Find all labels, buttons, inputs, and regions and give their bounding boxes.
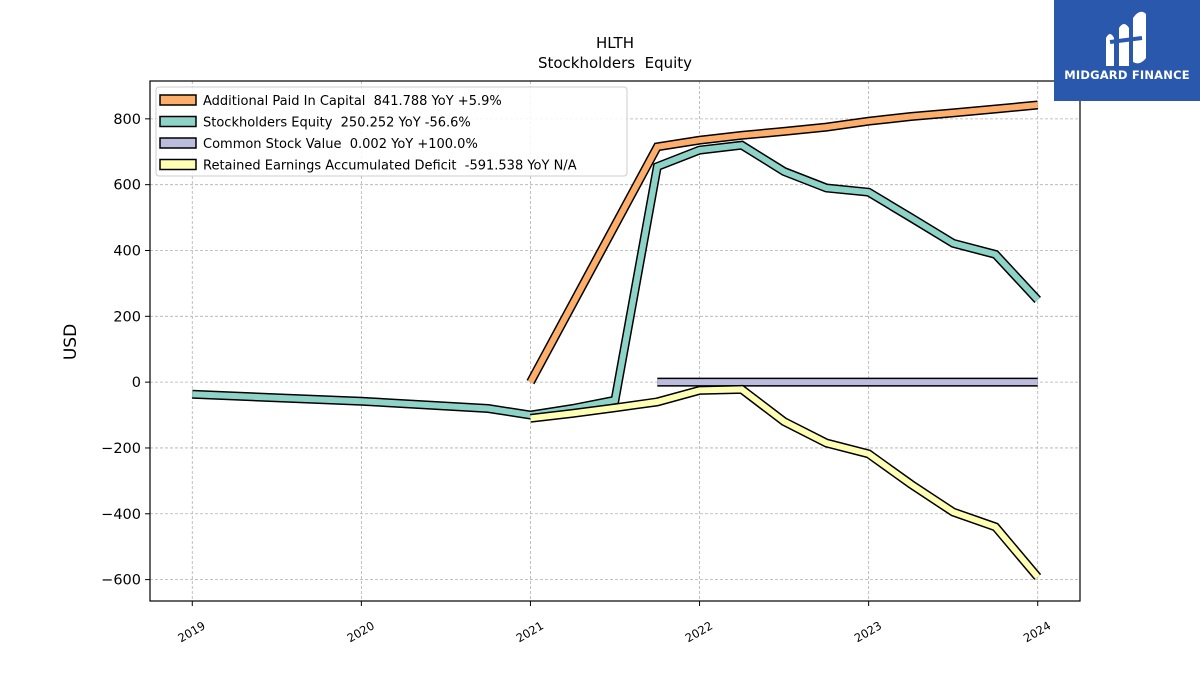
x-tick-label: 2020 [345, 618, 377, 645]
legend-swatch [159, 115, 197, 128]
x-tick-label: 2019 [175, 618, 207, 645]
chart-title: HLTH [596, 34, 634, 52]
legend-label: Retained Earnings Accumulated Deficit -5… [203, 159, 577, 174]
y-tick-label: −600 [101, 573, 141, 589]
logo-mark-icon [1106, 11, 1146, 66]
chart-subtitle: Stockholders Equity [538, 54, 692, 72]
series-line [192, 142, 1040, 419]
y-tick-label: 800 [113, 112, 141, 128]
x-tick-label: 2022 [683, 618, 715, 645]
y-tick-label: −400 [101, 507, 141, 523]
legend-box [155, 86, 628, 177]
x-tick-label: 2024 [1021, 618, 1053, 645]
y-axis-label: USD [61, 324, 81, 360]
midgard-finance-logo: MIDGARD FINANCE [1054, 0, 1200, 101]
series-line-outline [192, 140, 1041, 420]
gridlines [150, 81, 1080, 601]
series-lines [192, 100, 1042, 580]
y-tick-label: 200 [113, 309, 141, 325]
y-tick-label: 0 [132, 375, 141, 391]
x-tick-label: 2023 [852, 618, 884, 645]
legend: Additional Paid In Capital 841.788 YoY +… [155, 86, 628, 177]
legend-label: Stockholders Equity 250.252 YoY -56.6% [203, 116, 471, 131]
plot-frame [149, 80, 1081, 602]
logo-text: MIDGARD FINANCE [1064, 68, 1190, 82]
series-line-outline [529, 384, 1042, 580]
legend-label: Common Stock Value 0.002 YoY +100.0% [203, 137, 478, 152]
legend-swatch [159, 94, 197, 106]
legend-swatch [159, 137, 197, 149]
legend-label: Additional Paid In Capital 841.788 YoY +… [203, 94, 502, 109]
series-line [527, 102, 1038, 384]
y-tick-label: 600 [113, 178, 141, 194]
y-tick-label: −200 [101, 441, 141, 457]
y-tick-label: 400 [113, 243, 141, 259]
series-line [530, 386, 1040, 579]
x-tick-label: 2021 [514, 618, 546, 645]
legend-swatch [159, 158, 197, 171]
